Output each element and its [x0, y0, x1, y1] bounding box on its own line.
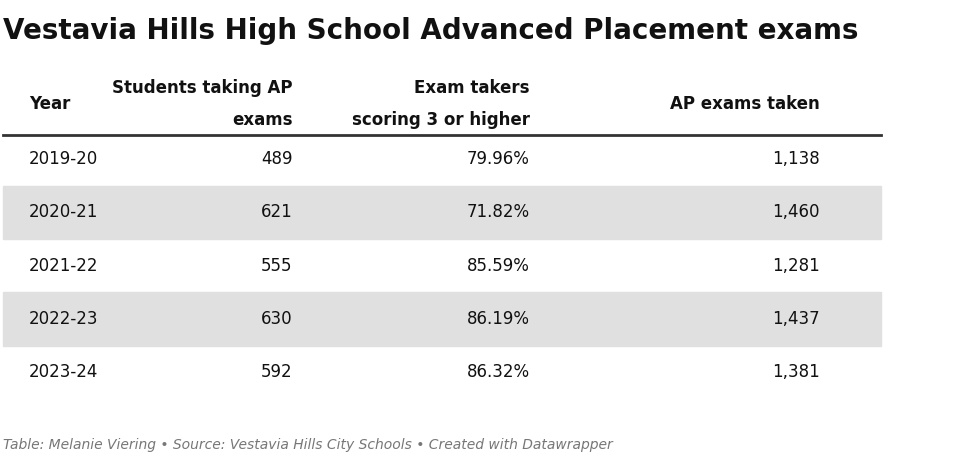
Text: 86.19%: 86.19%: [466, 310, 530, 328]
Text: AP exams taken: AP exams taken: [670, 95, 819, 113]
Text: scoring 3 or higher: scoring 3 or higher: [352, 111, 530, 129]
Text: 86.32%: 86.32%: [466, 363, 530, 381]
Text: 2019-20: 2019-20: [29, 150, 98, 168]
Bar: [3, 293, 881, 346]
Text: Table: Melanie Viering • Source: Vestavia Hills City Schools • Created with Data: Table: Melanie Viering • Source: Vestavi…: [3, 439, 612, 452]
Text: 79.96%: 79.96%: [466, 150, 530, 168]
Text: exams: exams: [232, 111, 293, 129]
Bar: [3, 186, 881, 239]
Text: 71.82%: 71.82%: [466, 204, 530, 221]
Text: 630: 630: [261, 310, 293, 328]
Text: 489: 489: [261, 150, 293, 168]
Text: 621: 621: [261, 204, 293, 221]
Text: 2022-23: 2022-23: [29, 310, 99, 328]
Text: Exam takers: Exam takers: [415, 79, 530, 97]
Text: 2023-24: 2023-24: [29, 363, 99, 381]
Text: 85.59%: 85.59%: [466, 257, 530, 275]
Text: 555: 555: [261, 257, 293, 275]
Text: 592: 592: [261, 363, 293, 381]
Text: 2020-21: 2020-21: [29, 204, 99, 221]
Text: Students taking AP: Students taking AP: [112, 79, 293, 97]
Text: Vestavia Hills High School Advanced Placement exams: Vestavia Hills High School Advanced Plac…: [3, 17, 858, 45]
Text: 1,381: 1,381: [772, 363, 819, 381]
Text: 1,138: 1,138: [772, 150, 819, 168]
Text: 1,460: 1,460: [772, 204, 819, 221]
Text: 2021-22: 2021-22: [29, 257, 99, 275]
Text: 1,437: 1,437: [772, 310, 819, 328]
Text: Year: Year: [29, 95, 71, 113]
Text: 1,281: 1,281: [772, 257, 819, 275]
